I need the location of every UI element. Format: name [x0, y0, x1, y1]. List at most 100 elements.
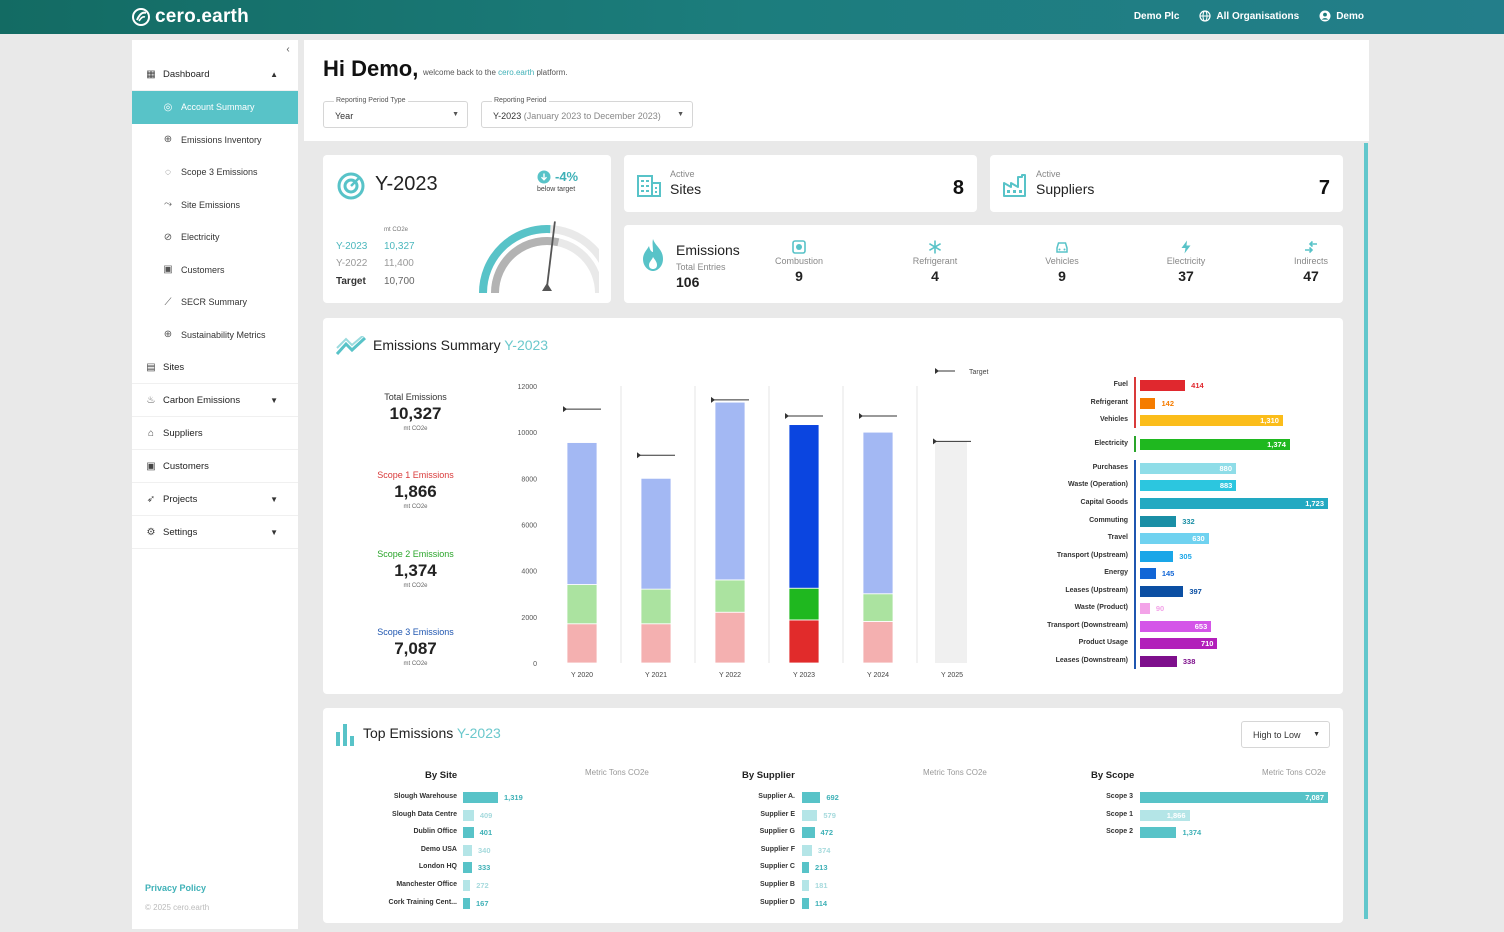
period-type-select[interactable]: Reporting Period Type Year ▼ [323, 97, 468, 128]
top-item-value: 374 [817, 845, 831, 855]
plug-icon: ⊘ [163, 231, 173, 243]
chevron-down-icon[interactable]: ▼ [270, 395, 278, 405]
top-item-bar[interactable] [802, 880, 809, 891]
top-item-bar[interactable] [463, 880, 471, 891]
category-bar[interactable] [1140, 380, 1186, 391]
platform-link[interactable]: cero.earth [498, 68, 535, 77]
sort-value: High to Low [1253, 730, 1301, 740]
bar-segment-scope3[interactable] [862, 431, 894, 595]
sidebar-item-electricity[interactable]: ⊘ Electricity [132, 221, 298, 254]
top-emissions-title: Top Emissions Y-2023 [363, 725, 501, 741]
sidebar-item-projects[interactable]: ➶ Projects ▼ [132, 483, 298, 516]
chevron-down-icon[interactable]: ▼ [270, 527, 278, 537]
sidebar-item-dashboard[interactable]: ▦ Dashboard ▲ [132, 58, 298, 91]
top-item-bar[interactable] [802, 844, 812, 856]
bar-segment-scope1[interactable] [640, 623, 672, 664]
bar-segment-scope1[interactable] [714, 611, 746, 664]
category-bar[interactable] [1140, 397, 1156, 409]
y-tick-label: 2000 [521, 615, 537, 622]
top-item-bar[interactable] [802, 862, 809, 874]
content-scrollbar[interactable] [1364, 143, 1368, 919]
bar-segment-scope2[interactable] [788, 587, 820, 621]
top-item-bar[interactable] [802, 792, 821, 803]
category-bar[interactable] [1140, 638, 1218, 649]
vehicles-stat[interactable]: Vehicles 9 [1029, 240, 1095, 284]
category-bar[interactable] [1140, 585, 1184, 597]
collapse-sidebar-button[interactable]: ‹ [286, 44, 290, 55]
category-bar[interactable] [1140, 515, 1177, 527]
electricity-value: 37 [1178, 268, 1194, 284]
bar-segment-scope3[interactable] [566, 442, 598, 585]
bar-segment-scope1[interactable] [788, 619, 820, 664]
sort-select[interactable]: High to Low ▼ [1241, 721, 1330, 748]
indirects-stat[interactable]: Indirects 47 [1278, 240, 1344, 284]
sidebar-item-customers[interactable]: ▣ Customers [132, 450, 298, 483]
bar-segment-scope2[interactable] [566, 584, 598, 625]
electricity-stat[interactable]: Electricity 37 [1153, 240, 1219, 284]
category-bar[interactable] [1140, 620, 1212, 632]
refrigerant-stat[interactable]: Refrigerant 4 [902, 240, 968, 284]
bar-segment-scope3[interactable] [714, 401, 746, 581]
top-item-label: Supplier A. [758, 793, 795, 800]
bar-segment-scope1[interactable] [862, 621, 894, 664]
active-sites-card[interactable]: Active Sites 8 [624, 155, 977, 212]
top-item-bar[interactable] [463, 827, 474, 839]
sidebar-item-sites[interactable]: ▤ Sites [132, 351, 298, 384]
sidebar-item-settings[interactable]: ⚙ Settings ▼ [132, 516, 298, 549]
category-bar[interactable] [1140, 550, 1174, 562]
top-item-bar[interactable] [802, 809, 818, 821]
top-item-bar[interactable] [463, 792, 498, 803]
sidebar-item-secr-summary[interactable]: ⟋ SECR Summary [132, 286, 298, 319]
user-menu[interactable]: Demo [1319, 10, 1364, 22]
category-bar[interactable] [1140, 533, 1209, 545]
bar-segment-scope2[interactable] [714, 579, 746, 613]
category-bar[interactable] [1140, 568, 1156, 579]
category-bar[interactable] [1140, 439, 1290, 450]
logo[interactable]: cero.earth [131, 6, 249, 28]
category-value: 338 [1182, 656, 1196, 666]
sidebar-item-sustainability-metrics[interactable]: ⊕ Sustainability Metrics [132, 319, 298, 352]
sidebar-item-account-summary[interactable]: ◎ Account Summary [132, 91, 298, 124]
sidebar-item-customers[interactable]: ▣ Customers [132, 254, 298, 287]
category-value: 90 [1155, 604, 1165, 613]
active-suppliers-card[interactable]: Active Suppliers 7 [990, 155, 1343, 212]
sidebar-item-scope-3-emissions[interactable]: ◌ Scope 3 Emissions [132, 156, 298, 189]
category-bar[interactable] [1140, 498, 1328, 509]
total-entries-label: Total Entries [676, 262, 726, 272]
period-select[interactable]: Reporting Period Y-2023 (January 2023 to… [481, 97, 693, 128]
gear-icon: ⚙ [146, 526, 156, 538]
top-item-bar[interactable] [1140, 792, 1328, 803]
category-bar[interactable] [1140, 462, 1237, 474]
category-bar[interactable] [1140, 655, 1177, 667]
category-bar[interactable] [1140, 480, 1237, 492]
chevron-up-icon[interactable]: ▲ [270, 69, 278, 79]
top-item-bar[interactable] [802, 827, 815, 839]
bar-segment-scope1[interactable] [566, 623, 598, 664]
top-item-bar[interactable] [463, 844, 473, 856]
top-item-bar[interactable] [463, 809, 474, 821]
sidebar-item-emissions-inventory[interactable]: ⊕ Emissions Inventory [132, 124, 298, 157]
top-item-bar[interactable] [463, 897, 470, 909]
top-item-bar[interactable] [1140, 809, 1190, 821]
organisations-link[interactable]: All Organisations [1199, 10, 1299, 22]
category-value: 414 [1191, 381, 1204, 390]
category-bar[interactable] [1140, 415, 1283, 427]
chevron-down-icon[interactable]: ▼ [270, 494, 278, 504]
top-item-bar[interactable] [802, 897, 809, 909]
person-icon: ▣ [146, 460, 156, 472]
sidebar-item-site-emissions[interactable]: ⤳ Site Emissions [132, 189, 298, 222]
company-link[interactable]: Demo Plc [1134, 11, 1180, 22]
top-item-bar[interactable] [1140, 827, 1177, 839]
bar-segment-scope2[interactable] [862, 593, 894, 622]
bar-segment-scope3[interactable] [788, 424, 820, 589]
privacy-policy-link[interactable]: Privacy Policy [145, 883, 207, 893]
bar-segment-scope2[interactable] [640, 588, 672, 625]
top-item-bar[interactable] [463, 862, 472, 874]
category-bar[interactable] [1140, 603, 1150, 614]
sidebar-item-carbon-emissions[interactable]: ♨ Carbon Emissions ▼ [132, 384, 298, 417]
combustion-stat[interactable]: Combustion 9 [766, 240, 832, 284]
bar-segment-scope3[interactable] [640, 477, 672, 590]
sidebar-item-suppliers[interactable]: ⌂ Suppliers [132, 417, 298, 450]
building-icon: ▤ [146, 361, 156, 373]
top-item-value: 401 [479, 828, 493, 838]
